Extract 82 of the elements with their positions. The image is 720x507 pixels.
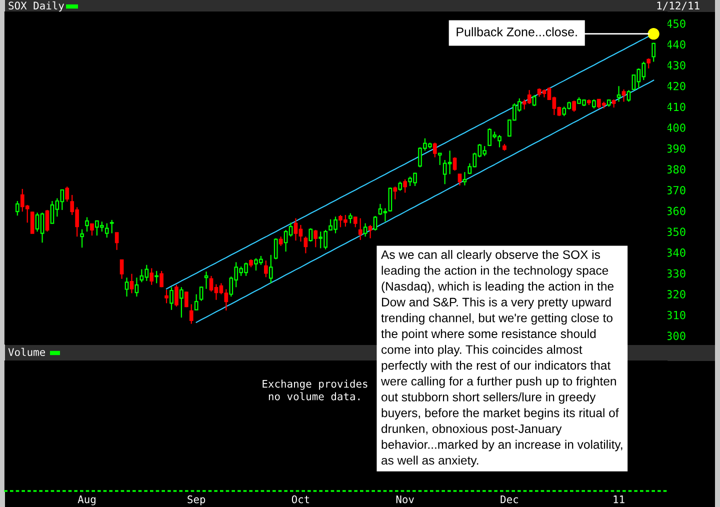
y-tick-label: 360 — [666, 206, 686, 216]
candlestick — [110, 219, 114, 234]
y-tick-label: 430 — [666, 61, 686, 70]
candlestick — [353, 216, 358, 228]
candlestick — [452, 156, 457, 172]
candlestick — [199, 286, 204, 302]
candlestick — [30, 211, 34, 234]
candlestick — [189, 304, 194, 324]
candlestick — [160, 270, 164, 288]
candlestick — [398, 181, 402, 192]
candlestick — [80, 228, 84, 248]
category-label: Dec — [500, 496, 518, 504]
candlestick — [373, 215, 378, 232]
candlestick — [150, 268, 154, 286]
candlestick — [204, 271, 208, 290]
candlestick — [646, 58, 651, 69]
y-tick-label: 450 — [666, 19, 686, 28]
candlestick — [274, 238, 278, 260]
category-label: Oct — [292, 495, 310, 504]
category-label: 11 — [614, 496, 624, 504]
candlestick — [264, 260, 268, 278]
candlestick — [65, 186, 70, 202]
annotation: Pullback Zone...close. — [456, 27, 577, 36]
candlestick — [438, 152, 442, 166]
candlestick — [572, 100, 576, 112]
candlestick — [314, 229, 318, 248]
candlestick — [184, 290, 188, 308]
category-label: Sep — [188, 495, 206, 506]
candlestick — [532, 94, 536, 107]
candlestick — [134, 277, 139, 298]
y-tick-label: 320 — [666, 290, 686, 298]
candlestick — [120, 259, 124, 280]
candlestick — [368, 224, 372, 239]
category-label: Nov — [396, 496, 414, 504]
candlestick — [268, 254, 273, 284]
candlestick — [304, 236, 308, 254]
candlestick — [393, 186, 398, 200]
text: Volume — [8, 348, 46, 356]
candlestick — [403, 178, 408, 194]
candlestick — [622, 88, 626, 102]
candlestick — [90, 223, 94, 236]
candlestick — [154, 270, 159, 284]
y-tick-label: 330 — [666, 269, 686, 278]
candlestick — [170, 286, 174, 310]
candlestick — [462, 172, 467, 186]
y-tick-label: 420 — [666, 82, 686, 90]
candlestick — [16, 200, 20, 216]
category-label: Aug — [78, 495, 96, 506]
y-tick-label: 350 — [666, 228, 686, 236]
line-series — [196, 80, 654, 323]
candlestick — [114, 232, 119, 250]
candlestick — [174, 284, 178, 308]
text: As we can all clearly observe the SOX is leading the action in the technology space (Nasdaq), which is leading the action in the Dow and S&P. This is a very pretty upward trending channel, but we're getting close to the point where some resistance should come into play. This coincides almost perfectly with the rest of our indicators that were calling for a further push up to frighten out stubborn short sellers/lure in greedy buyers, before the market begins its ritual of drunken, obnoxious post-January behavior...marked by an increase in volatility, as well as anxiety. — [380, 250, 622, 468]
candlestick — [626, 90, 631, 102]
candlestick — [164, 289, 168, 304]
y-tick-label: 380 — [666, 165, 686, 174]
candlestick — [308, 228, 313, 242]
candlestick — [278, 236, 283, 247]
y-tick-label: 390 — [666, 144, 686, 153]
y-tick-label: 370 — [666, 186, 686, 194]
candlestick — [348, 212, 352, 224]
candlestick — [358, 218, 362, 240]
y-tick-label: 400 — [666, 124, 686, 132]
y-tick-label: 340 — [666, 248, 686, 257]
candlestick — [616, 86, 621, 102]
candlestick — [180, 286, 184, 318]
candlestick — [194, 294, 198, 310]
y-tick-label: 300 — [666, 332, 686, 340]
chart-title: SOX Daily — [8, 1, 64, 12]
candlestick — [652, 42, 656, 62]
candlestick — [432, 142, 437, 158]
text: Exchange provides no volume data. — [262, 380, 368, 400]
candlestick — [130, 273, 134, 294]
text: 1/12/11 — [657, 2, 700, 10]
y-tick-label: 410 — [666, 102, 686, 112]
candlestick — [363, 222, 368, 238]
y-tick-label: 440 — [666, 40, 686, 49]
candlestick — [85, 216, 89, 232]
candlestick — [124, 277, 129, 298]
y-tick-label: 310 — [666, 310, 686, 320]
candlestick — [45, 209, 50, 232]
candlestick — [458, 174, 462, 186]
